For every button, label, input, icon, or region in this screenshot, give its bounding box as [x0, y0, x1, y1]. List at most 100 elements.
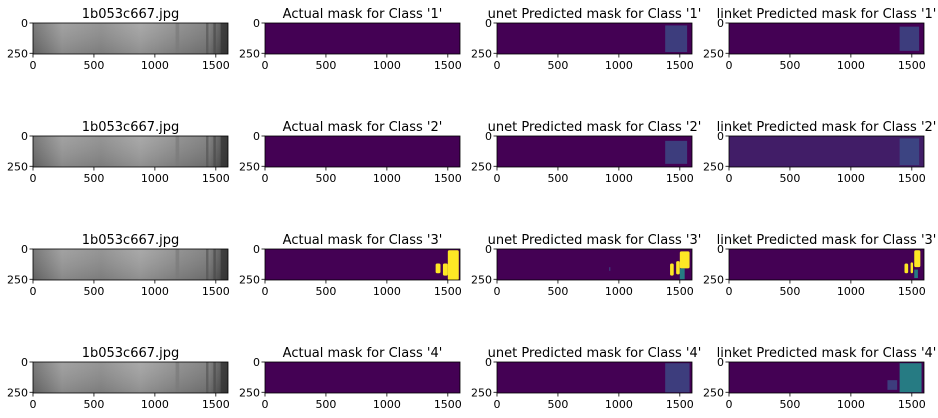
- y-tick-label: 250: [703, 47, 724, 60]
- x-tick-label: 1000: [373, 172, 401, 185]
- x-tick-label: 1000: [605, 398, 633, 411]
- y-tick-label: 250: [7, 47, 28, 60]
- x-tick-label: 1000: [837, 172, 865, 185]
- axes-frame: [32, 22, 229, 55]
- x-tick-label: 1000: [141, 59, 169, 72]
- mask-background: [497, 23, 692, 54]
- y-tick-label: 0: [717, 243, 724, 256]
- subplot-title: Actual mask for Class '1': [283, 7, 443, 22]
- y-tick-label: 0: [253, 243, 260, 256]
- x-tick-label: 1500: [898, 285, 926, 298]
- axes-frame: [264, 22, 461, 55]
- mask-background: [729, 23, 924, 54]
- x-tick-label: 500: [315, 398, 336, 411]
- steel-streak: [206, 362, 209, 393]
- mask-region: [887, 380, 898, 390]
- x-tick-label: 500: [83, 398, 104, 411]
- subplot-0-3: linket Predicted mask for Class '1'0 500 1…: [703, 7, 936, 72]
- x-tick-label: 1000: [837, 285, 865, 298]
- x-tick-label: 0: [726, 285, 733, 298]
- subplot-title: 1b053c667.jpg: [82, 233, 180, 248]
- x-tick-label: 1000: [141, 285, 169, 298]
- mask-background: [265, 249, 460, 280]
- steel-streak: [175, 249, 180, 280]
- steel-streak: [220, 362, 228, 393]
- subplot-title: unet Predicted mask for Class '2': [488, 120, 702, 135]
- subplot-3-2: unet Predicted mask for Class '4'0 500 100…: [471, 346, 701, 411]
- y-tick-label: 250: [7, 386, 28, 399]
- x-tick-label: 500: [83, 59, 104, 72]
- mask-region: [679, 251, 690, 269]
- axes-frame: [728, 135, 925, 168]
- subplot-title: linket Predicted mask for Class '4': [717, 346, 937, 361]
- y-tick-label: 250: [7, 273, 28, 286]
- y-tick-label: 250: [703, 273, 724, 286]
- y-tick-label: 0: [21, 17, 28, 30]
- subplot-title: linket Predicted mask for Class '2': [717, 120, 937, 135]
- steel-streak: [175, 23, 180, 54]
- x-tick-label: 0: [726, 398, 733, 411]
- y-tick-label: 0: [485, 356, 492, 369]
- axes-frame: [496, 22, 693, 55]
- mask-background: [497, 249, 692, 280]
- subplot-title: 1b053c667.jpg: [82, 7, 180, 22]
- steel-streak: [220, 136, 228, 167]
- x-tick-label: 0: [494, 172, 501, 185]
- mask-region: [609, 267, 611, 271]
- x-tick-label: 1500: [666, 398, 694, 411]
- x-tick-label: 500: [315, 59, 336, 72]
- y-tick-label: 250: [239, 386, 260, 399]
- mask-background: [265, 23, 460, 54]
- steel-streak: [206, 23, 209, 54]
- x-tick-label: 500: [315, 285, 336, 298]
- steel-streak: [220, 249, 228, 280]
- x-tick-label: 1500: [202, 285, 230, 298]
- x-tick-label: 1500: [202, 398, 230, 411]
- x-tick-label: 500: [547, 59, 568, 72]
- x-tick-label: 500: [779, 285, 800, 298]
- y-tick-label: 0: [717, 130, 724, 143]
- y-tick-label: 0: [21, 243, 28, 256]
- axes-frame: [264, 361, 461, 394]
- steel-streak: [213, 23, 216, 54]
- x-tick-label: 0: [726, 172, 733, 185]
- x-tick-label: 0: [30, 172, 37, 185]
- subplot-2-2: unet Predicted mask for Class '3'0 500 100…: [471, 233, 701, 298]
- subplot-1-1: Actual mask for Class '2'0 500 1000 1500025…: [239, 120, 462, 185]
- x-tick-label: 1000: [837, 59, 865, 72]
- axes-frame: [496, 135, 693, 168]
- x-tick-label: 1000: [837, 398, 865, 411]
- subplot-0-2: unet Predicted mask for Class '1'0 500 100…: [471, 7, 701, 72]
- subplot-0-1: Actual mask for Class '1'0 500 1000 1500025…: [239, 7, 462, 72]
- axes-frame: [264, 135, 461, 168]
- mask-background: [729, 249, 924, 280]
- y-tick-label: 250: [239, 273, 260, 286]
- axes-frame: [32, 361, 229, 394]
- x-tick-label: 500: [779, 172, 800, 185]
- x-tick-label: 1500: [666, 172, 694, 185]
- mask-region: [665, 25, 688, 53]
- x-tick-label: 500: [83, 285, 104, 298]
- steel-streak: [213, 362, 216, 393]
- steel-streak: [175, 362, 180, 393]
- x-tick-label: 1500: [666, 285, 694, 298]
- subplot-title: 1b053c667.jpg: [82, 120, 180, 135]
- x-tick-label: 0: [726, 59, 733, 72]
- subplot-title: unet Predicted mask for Class '1': [488, 7, 702, 22]
- mask-region: [447, 250, 459, 280]
- mask-region: [899, 138, 920, 166]
- y-tick-label: 250: [703, 160, 724, 173]
- x-tick-label: 1500: [202, 172, 230, 185]
- steel-streak: [213, 249, 216, 280]
- x-tick-label: 1500: [898, 398, 926, 411]
- y-tick-label: 0: [485, 130, 492, 143]
- x-tick-label: 500: [547, 285, 568, 298]
- x-tick-label: 0: [494, 398, 501, 411]
- x-tick-label: 1500: [898, 59, 926, 72]
- y-tick-label: 250: [471, 273, 492, 286]
- x-tick-label: 1000: [605, 172, 633, 185]
- x-tick-label: 0: [262, 398, 269, 411]
